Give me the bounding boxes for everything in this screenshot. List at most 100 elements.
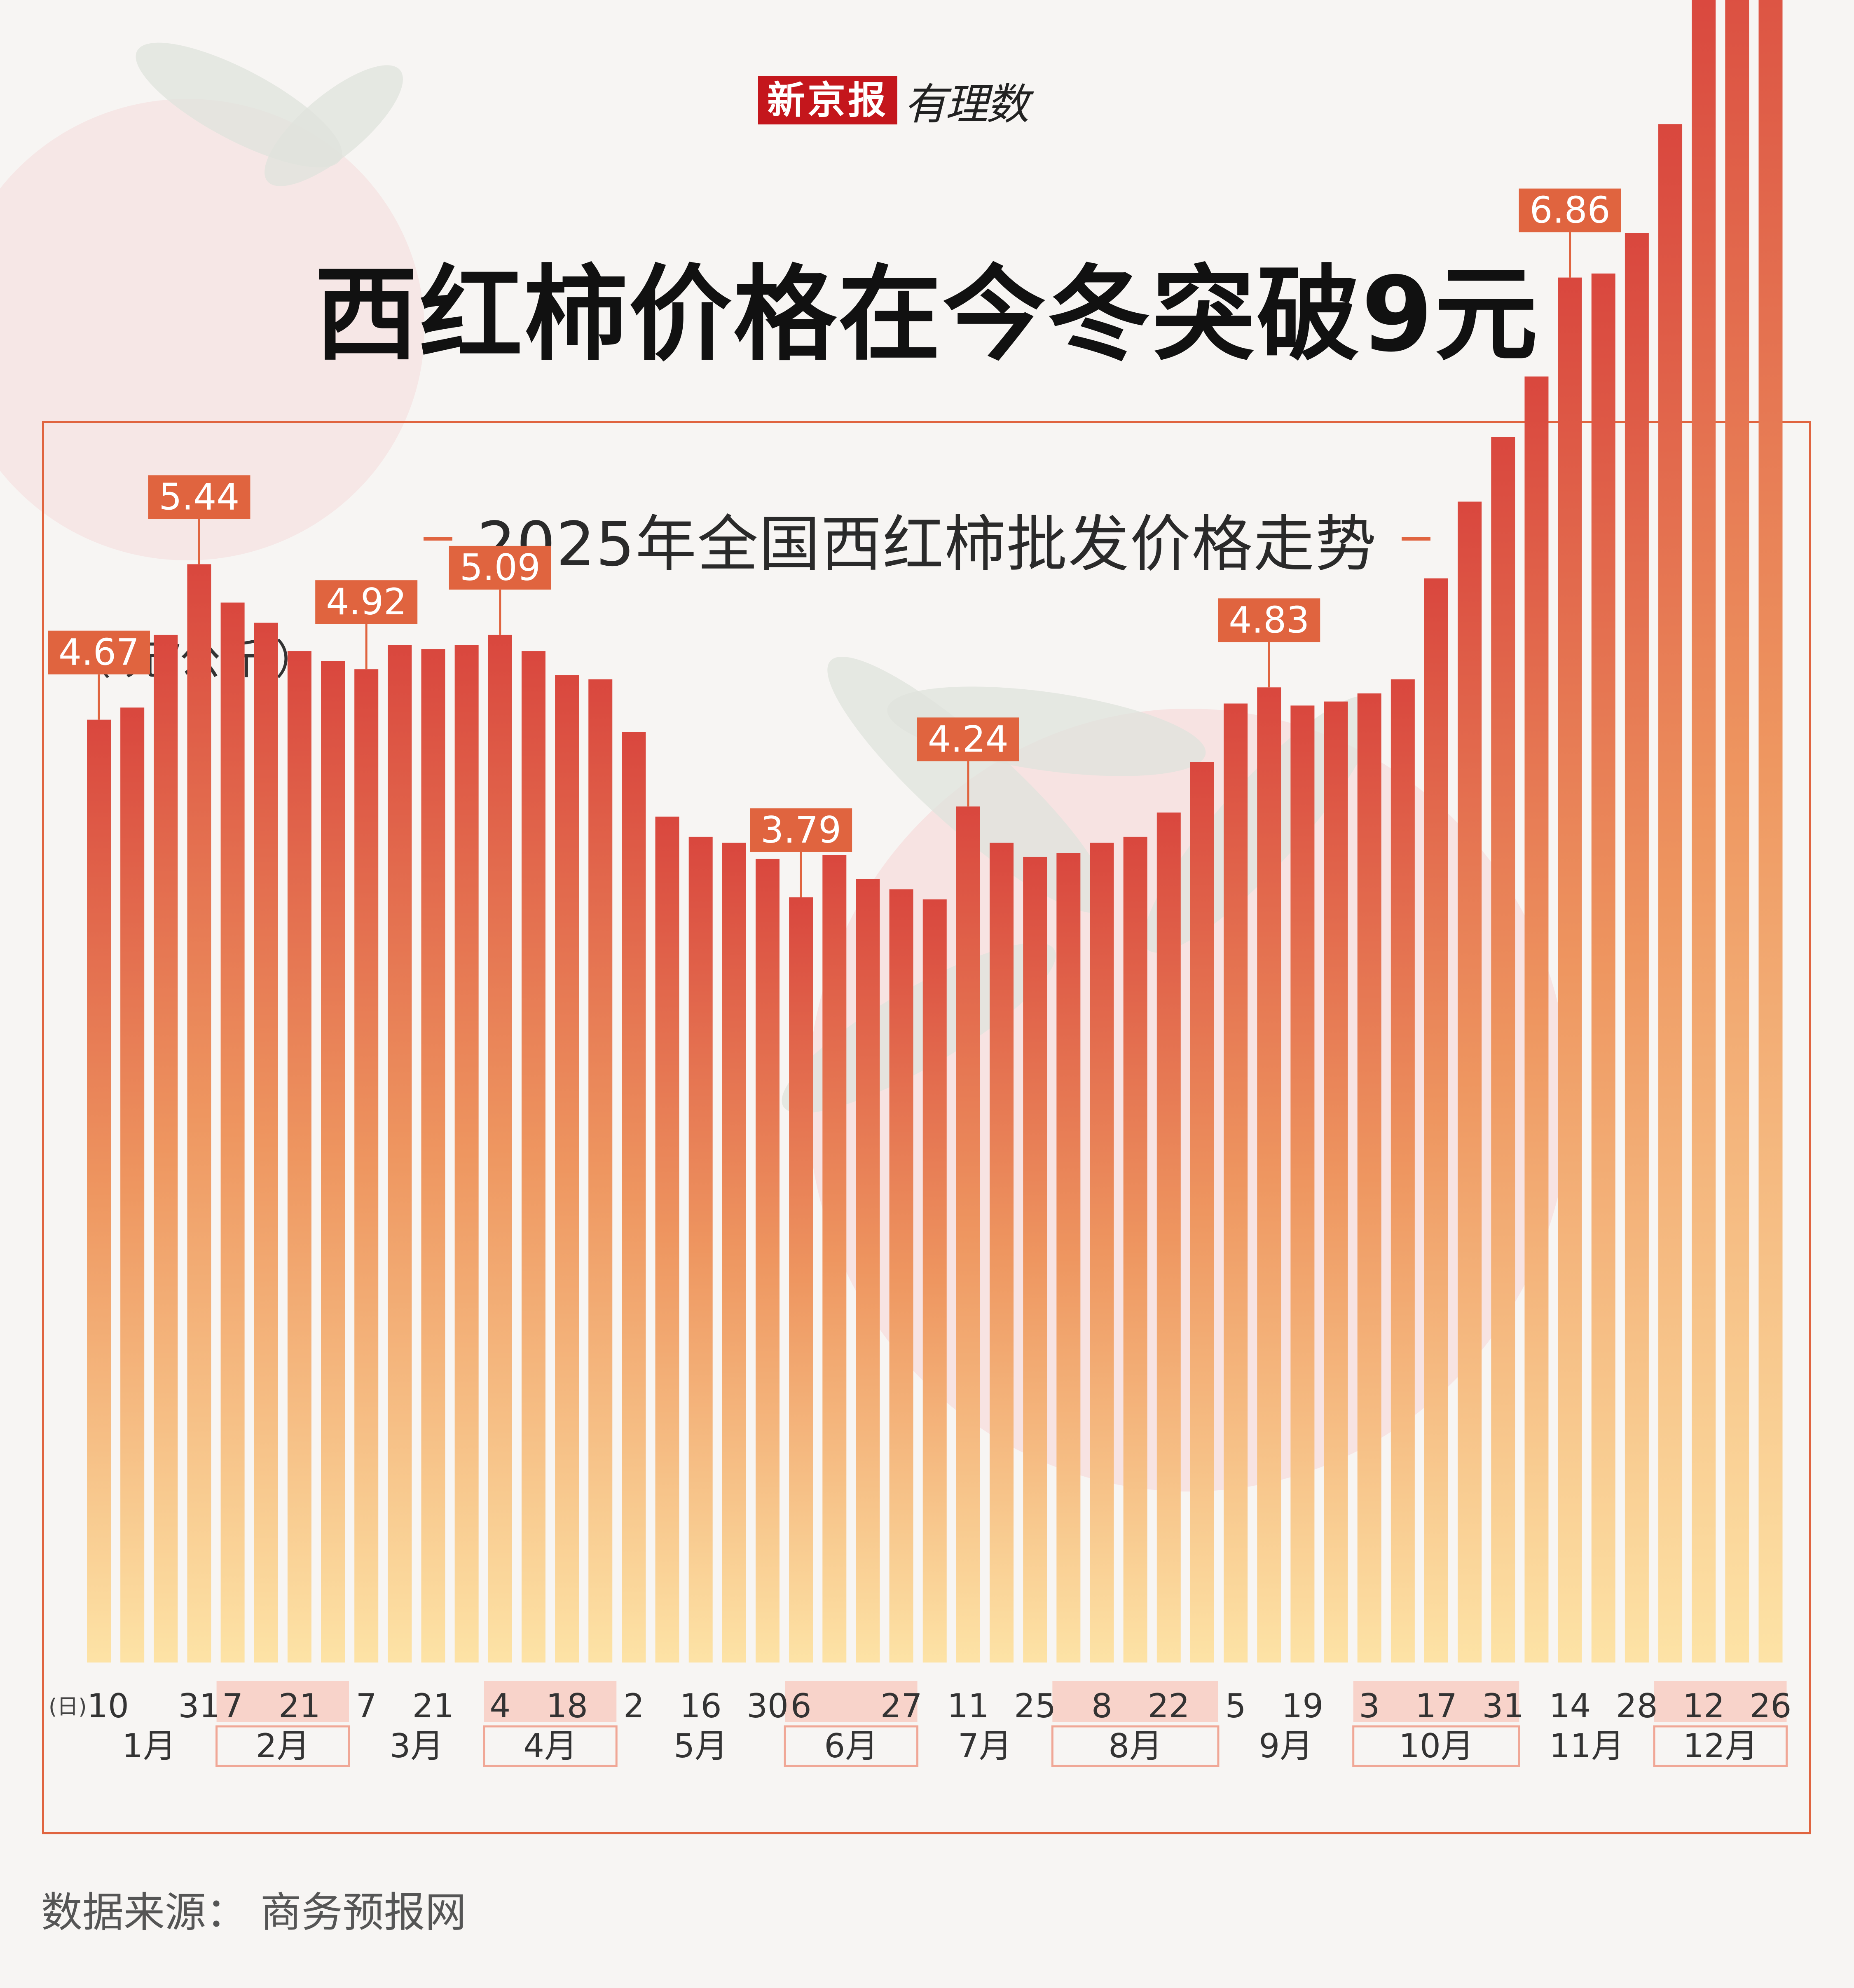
- month-box: [483, 1725, 618, 1767]
- tick-label: 17: [1415, 1687, 1457, 1725]
- month-label: 12月: [1683, 1727, 1758, 1765]
- tick-label: 2: [623, 1687, 644, 1725]
- tick-label: 21: [279, 1687, 321, 1725]
- bar-9/12: [1257, 687, 1281, 1663]
- bar-7/11: [956, 806, 980, 1663]
- bar-3/14: [388, 645, 412, 1663]
- bar-8/8: [1090, 843, 1114, 1663]
- tick-label: 7: [356, 1687, 377, 1725]
- month-label: 4月: [523, 1727, 577, 1765]
- month-box: [1352, 1725, 1520, 1767]
- bar-10/10: [1390, 679, 1415, 1663]
- month-box: [1051, 1725, 1220, 1767]
- bar-7/4: [922, 899, 947, 1663]
- month-band: [484, 1681, 617, 1722]
- data-label: 5.09: [460, 546, 541, 589]
- annotation-box: [750, 808, 852, 852]
- bar-9/26: [1324, 701, 1348, 1663]
- data-source: 数据来源： 商务预报网: [41, 1888, 466, 1936]
- month-label: 1月: [122, 1727, 176, 1765]
- bar-12/5: [1658, 124, 1683, 1663]
- bar-12/19: [1725, 0, 1749, 1663]
- tick-label: 27: [880, 1687, 922, 1725]
- annotation-box: [48, 630, 150, 674]
- bar-11/7: [1524, 376, 1549, 1663]
- tick-label: 3: [1359, 1687, 1380, 1725]
- tick-label: 7: [222, 1687, 243, 1725]
- brand-column: 有理数: [904, 79, 1029, 129]
- month-label: 10月: [1399, 1727, 1474, 1765]
- bar-1/24: [154, 635, 178, 1663]
- bar-11/28: [1625, 233, 1649, 1663]
- bar-7/25: [1023, 857, 1047, 1663]
- annotation-box: [449, 546, 551, 590]
- bar-6/20: [856, 879, 880, 1663]
- tick-label: 6: [791, 1687, 812, 1725]
- tick-label: 31: [178, 1687, 220, 1725]
- bar-8/15: [1123, 836, 1147, 1663]
- month-band: [785, 1681, 918, 1722]
- bar-10/24: [1458, 501, 1482, 1663]
- month-box: [215, 1725, 350, 1767]
- brand-name: 新京报: [758, 76, 898, 124]
- tick-label: 22: [1148, 1687, 1190, 1725]
- bar-4/11: [521, 651, 545, 1663]
- tick-label: 5: [1225, 1687, 1246, 1725]
- tick-label: 18: [546, 1687, 588, 1725]
- tick-label: 21: [412, 1687, 454, 1725]
- data-label: 6.86: [1530, 189, 1611, 232]
- month-label: 6月: [824, 1727, 878, 1765]
- bar-2/7: [220, 602, 245, 1663]
- bar-9/5: [1224, 703, 1248, 1663]
- tick-label: 10: [87, 1687, 129, 1725]
- tick-label: 8: [1091, 1687, 1112, 1725]
- bar-10/17: [1424, 578, 1448, 1663]
- bar-3/21: [421, 649, 445, 1663]
- bar-3/28: [454, 645, 479, 1663]
- tick-label: 14: [1549, 1687, 1591, 1725]
- month-band: [1654, 1681, 1787, 1722]
- bar-12/26: [1758, 0, 1783, 1663]
- bar-3/7: [354, 669, 379, 1663]
- annotation-box: [148, 475, 250, 519]
- bar-5/23: [722, 843, 746, 1663]
- tick-label: 28: [1616, 1687, 1658, 1725]
- chart-frame: [42, 421, 1811, 1834]
- annotation-box: [1218, 598, 1320, 642]
- bar-8/22: [1156, 813, 1181, 1663]
- data-label: 3.79: [761, 809, 841, 851]
- month-box: [784, 1725, 919, 1767]
- data-label: 4.24: [928, 718, 1009, 760]
- data-label: 4.83: [1229, 599, 1309, 641]
- bar-2/14: [254, 623, 278, 1663]
- bar-5/9: [655, 816, 679, 1663]
- bar-9/19: [1290, 705, 1315, 1663]
- annotation-box: [315, 580, 418, 624]
- annotation-box: [917, 717, 1019, 761]
- bar-5/2: [622, 732, 646, 1663]
- bar-10/3: [1357, 693, 1381, 1663]
- bar-2/21: [287, 651, 311, 1663]
- tick-label: 31: [1482, 1687, 1524, 1725]
- tick-label: 19: [1282, 1687, 1324, 1725]
- chart-title: 2025年全国西红柿批发价格走势: [477, 509, 1377, 580]
- bar-5/30: [756, 859, 780, 1663]
- bar-7/18: [990, 843, 1014, 1663]
- title-dash-right: [1402, 537, 1431, 541]
- bar-1/31: [187, 564, 211, 1663]
- bar-6/13: [822, 855, 847, 1663]
- month-label: 5月: [674, 1727, 728, 1765]
- data-label: 4.92: [326, 581, 407, 623]
- tick-label: 16: [680, 1687, 722, 1725]
- bar-11/21: [1591, 273, 1615, 1663]
- data-label: 4.67: [59, 631, 139, 674]
- bar-6/27: [889, 889, 913, 1663]
- brand-logo: 新京报 有理数: [758, 73, 1029, 129]
- page-title: 西红柿价格在今冬突破9元: [315, 255, 1539, 375]
- bar-1/10: [87, 719, 111, 1663]
- bar-8/1: [1056, 853, 1081, 1663]
- month-label: 3月: [389, 1727, 443, 1765]
- tick-label: 30: [747, 1687, 789, 1725]
- bar-2/28: [321, 661, 345, 1663]
